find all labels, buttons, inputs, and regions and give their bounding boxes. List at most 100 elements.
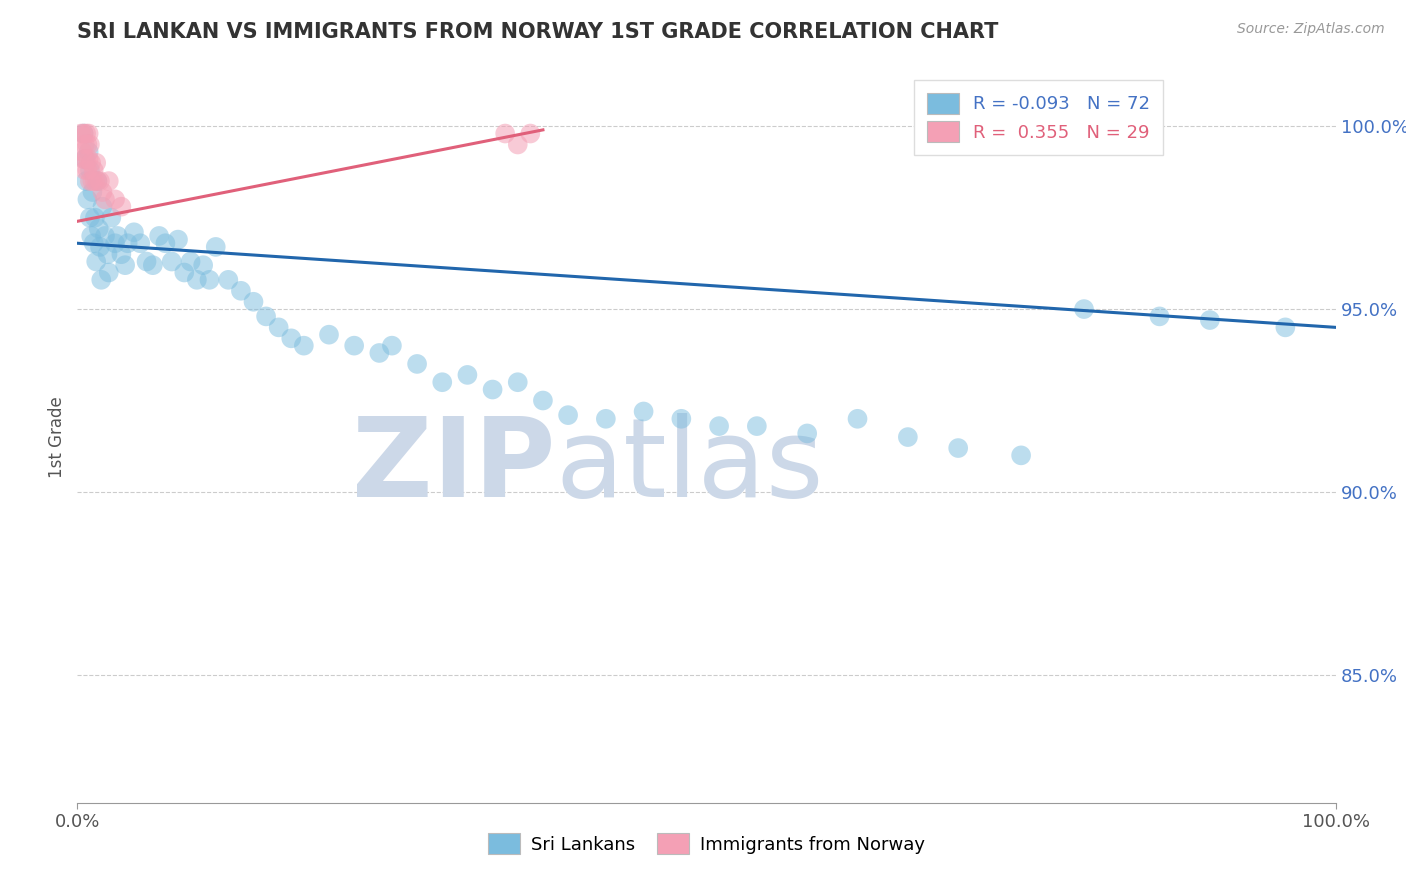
Point bbox=[110, 200, 132, 214]
Point bbox=[292, 339, 315, 353]
Point bbox=[86, 174, 108, 188]
Point bbox=[70, 127, 93, 141]
Point bbox=[198, 273, 221, 287]
Point bbox=[456, 368, 478, 382]
Point bbox=[79, 174, 101, 188]
Point bbox=[229, 284, 252, 298]
Point bbox=[89, 174, 111, 188]
Point bbox=[1073, 301, 1095, 317]
Point bbox=[897, 430, 920, 444]
Point bbox=[846, 411, 869, 425]
Point bbox=[745, 419, 768, 434]
Point bbox=[180, 254, 202, 268]
Point bbox=[72, 152, 94, 166]
Point bbox=[94, 193, 117, 207]
Point bbox=[73, 163, 96, 178]
Text: atlas: atlas bbox=[555, 413, 824, 520]
Point bbox=[494, 127, 516, 141]
Point bbox=[79, 137, 101, 152]
Point bbox=[82, 185, 104, 199]
Text: SRI LANKAN VS IMMIGRANTS FROM NORWAY 1ST GRADE CORRELATION CHART: SRI LANKAN VS IMMIGRANTS FROM NORWAY 1ST… bbox=[77, 22, 998, 42]
Point bbox=[84, 211, 107, 225]
Point bbox=[110, 247, 132, 261]
Point bbox=[79, 163, 101, 178]
Point bbox=[76, 163, 98, 178]
Point bbox=[73, 137, 96, 152]
Point bbox=[368, 346, 391, 360]
Point bbox=[80, 155, 103, 169]
Point bbox=[155, 236, 177, 251]
Point bbox=[135, 254, 157, 268]
Point bbox=[432, 375, 454, 389]
Point bbox=[671, 411, 693, 425]
Point bbox=[91, 200, 114, 214]
Point bbox=[1010, 448, 1032, 462]
Point bbox=[633, 404, 655, 418]
Point bbox=[506, 375, 529, 389]
Point bbox=[381, 339, 404, 353]
Point bbox=[77, 145, 100, 159]
Point bbox=[481, 383, 503, 397]
Point bbox=[519, 127, 541, 141]
Point bbox=[1198, 313, 1220, 327]
Point bbox=[77, 127, 100, 141]
Point bbox=[142, 258, 165, 272]
Point bbox=[73, 152, 96, 166]
Point bbox=[97, 265, 120, 279]
Point bbox=[1149, 310, 1171, 324]
Point bbox=[1274, 320, 1296, 334]
Point bbox=[77, 152, 100, 166]
Point bbox=[267, 320, 290, 334]
Point bbox=[254, 310, 277, 324]
Point bbox=[72, 145, 94, 159]
Point bbox=[83, 236, 105, 251]
Point bbox=[80, 228, 103, 243]
Point bbox=[129, 236, 152, 251]
Point bbox=[94, 228, 117, 243]
Point bbox=[122, 225, 145, 239]
Point bbox=[167, 233, 190, 247]
Point bbox=[72, 127, 94, 141]
Point bbox=[707, 419, 730, 434]
Point bbox=[948, 441, 970, 455]
Point bbox=[217, 273, 239, 287]
Point bbox=[91, 185, 114, 199]
Point bbox=[104, 193, 127, 207]
Point bbox=[191, 258, 215, 272]
Point bbox=[86, 174, 108, 188]
Point bbox=[595, 411, 617, 425]
Point bbox=[796, 426, 818, 441]
Point bbox=[82, 174, 104, 188]
Point bbox=[117, 236, 139, 251]
Point bbox=[107, 228, 129, 243]
Point bbox=[89, 240, 111, 254]
Point bbox=[83, 163, 105, 178]
Legend: Sri Lankans, Immigrants from Norway: Sri Lankans, Immigrants from Norway bbox=[479, 824, 934, 863]
Point bbox=[204, 240, 226, 254]
Point bbox=[160, 254, 183, 268]
Point bbox=[173, 265, 195, 279]
Text: ZIP: ZIP bbox=[352, 413, 555, 520]
Point bbox=[90, 273, 112, 287]
Point bbox=[84, 155, 107, 169]
Point bbox=[96, 247, 118, 261]
Point bbox=[280, 331, 302, 345]
Point bbox=[318, 327, 340, 342]
Point bbox=[186, 273, 208, 287]
Y-axis label: 1st Grade: 1st Grade bbox=[48, 396, 66, 478]
Point bbox=[114, 258, 136, 272]
Point bbox=[76, 193, 98, 207]
Point bbox=[75, 174, 97, 188]
Point bbox=[79, 211, 101, 225]
Point bbox=[343, 339, 366, 353]
Point bbox=[100, 211, 122, 225]
Point bbox=[84, 174, 107, 188]
Point bbox=[76, 137, 98, 152]
Point bbox=[531, 393, 554, 408]
Point bbox=[75, 152, 97, 166]
Point bbox=[557, 408, 579, 422]
Point bbox=[75, 127, 97, 141]
Point bbox=[72, 127, 94, 141]
Point bbox=[97, 174, 120, 188]
Point bbox=[242, 294, 264, 309]
